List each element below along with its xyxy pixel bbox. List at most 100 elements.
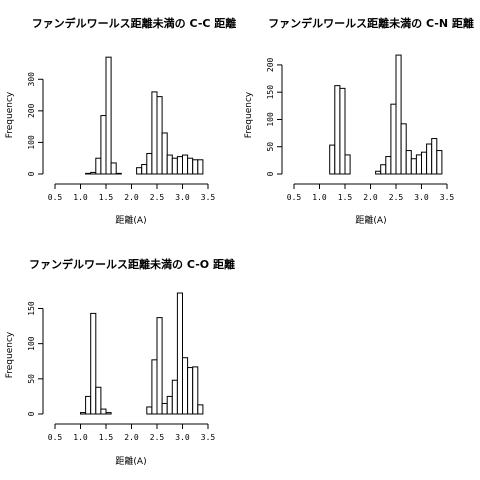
co-bar-5 <box>80 412 87 415</box>
co-bar-8 <box>95 386 102 415</box>
co-bar-21 <box>161 402 168 415</box>
cn-bar-7 <box>329 144 336 175</box>
cc-bar-11 <box>110 162 117 175</box>
cc-x-tick-label-1: 1.0 <box>73 193 88 202</box>
cn-y-tick-label-0: 0 <box>266 171 275 176</box>
co-bar-23 <box>171 379 178 415</box>
cn-x-tick-label-2: 1.5 <box>338 193 353 202</box>
cc-axes: 0.5 1.0 1.5 2.0 2.5 3.0 3.5 0 100 200 300 <box>27 72 215 202</box>
cc-bar-12 <box>115 172 122 175</box>
cc-chart-title: ファンデルワールス距離未満の C-C 距離 <box>32 16 237 30</box>
co-x-tick-label-1: 1.0 <box>73 433 88 442</box>
co-chart-title: ファンデルワールス距離未満の C-O 距離 <box>29 257 235 271</box>
cc-x-axis-label: 距離(A) <box>115 214 146 226</box>
co-bar-6 <box>85 395 92 415</box>
cn-axes: 0.5 1.0 1.5 2.0 2.5 3.0 3.5 0 50 100 150 200 <box>266 58 454 202</box>
co-bar-26 <box>187 367 194 415</box>
co-bar-7 <box>90 312 97 415</box>
cn-x-tick-label-1: 1.0 <box>312 193 327 202</box>
cn-bar-17 <box>380 164 387 175</box>
cc-x-tick-label-0: 0.5 <box>48 193 63 202</box>
cc-y-tick-label-3: 300 <box>27 72 36 87</box>
cn-bar-20 <box>395 54 402 175</box>
cc-bar-21 <box>161 132 168 175</box>
cn-bar-16 <box>375 170 382 175</box>
co-x-axis-label: 距離(A) <box>115 455 146 467</box>
cc-bar-26 <box>187 157 194 175</box>
cn-bar-27 <box>431 138 438 175</box>
cn-x-tick-label-0: 0.5 <box>287 193 302 202</box>
co-bar-28 <box>197 404 204 415</box>
co-y-tick-label-2: 100 <box>27 336 36 351</box>
co-histogram-panel: ファンデルワールス距離未満の C-O 距離 Frequency 距離(A) 0.… <box>5 257 235 467</box>
cn-y-tick-label-3: 150 <box>266 85 275 100</box>
cc-bars <box>85 56 204 175</box>
co-y-tick-label-3: 150 <box>27 301 36 316</box>
cn-x-axis-label: 距離(A) <box>355 214 386 226</box>
cn-x-tick-label-5: 3.0 <box>414 193 429 202</box>
cc-bar-7 <box>90 171 97 175</box>
co-x-tick-label-6: 3.5 <box>201 433 216 442</box>
cn-x-tick-label-4: 2.5 <box>389 193 404 202</box>
co-bar-24 <box>176 292 183 415</box>
cn-bars <box>329 54 443 175</box>
cn-bar-10 <box>344 154 351 175</box>
cn-bar-24 <box>415 154 422 175</box>
cc-bar-19 <box>151 91 158 175</box>
co-x-tick-label-4: 2.5 <box>150 433 165 442</box>
co-y-axis-label: Frequency <box>5 331 15 378</box>
cc-x-tick-label-3: 2.0 <box>124 193 139 202</box>
co-x-tick-label-0: 0.5 <box>48 433 63 442</box>
cn-bar-21 <box>400 123 407 175</box>
cc-bar-8 <box>95 157 102 175</box>
cc-bar-27 <box>192 159 199 175</box>
cc-y-tick-label-0: 0 <box>27 171 36 176</box>
cn-bar-18 <box>385 156 392 175</box>
co-bar-18 <box>146 406 153 415</box>
cc-bar-9 <box>100 115 107 175</box>
co-bar-25 <box>182 357 189 415</box>
cc-bar-25 <box>182 154 189 175</box>
cc-y-tick-label-1: 100 <box>27 135 36 150</box>
cn-bar-9 <box>339 87 346 175</box>
co-bar-20 <box>156 317 163 415</box>
cc-bar-6 <box>85 172 92 175</box>
co-y-tick-label-1: 50 <box>27 374 36 384</box>
co-bar-19 <box>151 359 158 415</box>
co-y-tick-label-0: 0 <box>27 411 36 416</box>
cc-x-tick-label-6: 3.5 <box>201 193 216 202</box>
cn-bar-25 <box>421 151 428 175</box>
cn-y-axis-label: Frequency <box>244 91 254 138</box>
cn-x-tick-label-6: 3.5 <box>440 193 455 202</box>
cc-bar-24 <box>176 156 183 175</box>
cn-histogram-panel: ファンデルワールス距離未満の C-N 距離 Frequency 距離(A) 0.… <box>244 16 474 226</box>
cc-x-tick-label-2: 1.5 <box>99 193 114 202</box>
co-x-tick-label-3: 2.0 <box>124 433 139 442</box>
cn-y-tick-label-4: 200 <box>266 58 275 73</box>
cc-bar-17 <box>141 164 148 175</box>
co-axes: 0.5 1.0 1.5 2.0 2.5 3.0 3.5 0 50 100 150 <box>27 301 215 442</box>
co-x-tick-label-2: 1.5 <box>99 433 114 442</box>
cn-bar-8 <box>334 85 341 175</box>
cc-bar-10 <box>105 56 112 175</box>
cn-bar-23 <box>410 158 417 175</box>
co-x-tick-label-5: 3.0 <box>175 433 190 442</box>
co-bar-10 <box>105 412 112 415</box>
cc-bar-18 <box>146 152 153 175</box>
cn-y-tick-label-2: 100 <box>266 112 275 127</box>
cc-bar-20 <box>156 96 163 175</box>
cc-y-axis-label: Frequency <box>5 91 15 138</box>
co-bars <box>80 292 204 415</box>
cc-bar-28 <box>197 159 204 175</box>
cn-bar-19 <box>390 103 397 175</box>
cn-bar-22 <box>405 150 412 175</box>
cc-y-tick-label-2: 200 <box>27 103 36 118</box>
cc-bar-23 <box>171 157 178 175</box>
cn-x-tick-label-3: 2.0 <box>363 193 378 202</box>
cn-bar-28 <box>436 150 443 175</box>
co-bar-27 <box>192 366 199 415</box>
cn-bar-26 <box>426 143 433 175</box>
cc-x-tick-label-5: 3.0 <box>175 193 190 202</box>
cc-x-tick-label-4: 2.5 <box>150 193 165 202</box>
